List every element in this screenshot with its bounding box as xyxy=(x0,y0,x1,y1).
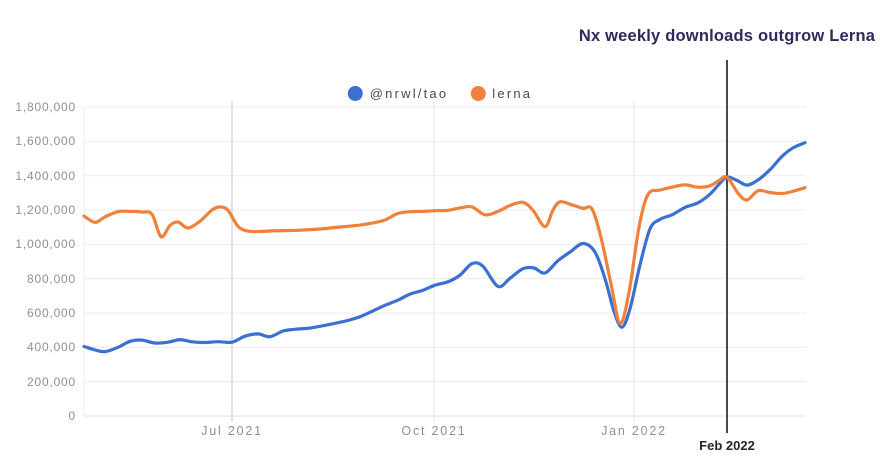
legend-dot-lerna-icon xyxy=(470,86,486,101)
y-axis-tick-label: 600,000 xyxy=(27,306,76,320)
legend-dot-nrwl-tao-icon xyxy=(347,86,363,101)
y-axis-tick-label: 1,600,000 xyxy=(15,134,76,149)
y-axis-tick-label: 1,800,000 xyxy=(15,100,76,114)
y-axis-tick-label: 800,000 xyxy=(27,271,76,286)
feb-2022-annotation-label: Feb 2022 xyxy=(699,438,755,453)
legend-label-lerna: lerna xyxy=(492,86,533,101)
x-axis-tick-label: Oct 2021 xyxy=(401,424,467,438)
legend-item-lerna[interactable]: lerna xyxy=(470,86,532,101)
series-line-nrwl-tao xyxy=(82,141,807,354)
series-line-lerna xyxy=(82,175,807,325)
x-axis-tick-label: Jul 2021 xyxy=(201,424,263,438)
legend-item-nrwl-tao[interactable]: @nrwl/tao xyxy=(347,86,449,101)
y-axis-tick-label: 1,200,000 xyxy=(15,203,76,217)
legend-label-nrwl-tao: @nrwl/tao xyxy=(369,86,449,101)
y-axis-tick-label: 1,000,000 xyxy=(15,237,76,252)
y-axis-tick-label: 0 xyxy=(68,409,76,423)
y-axis-tick-label: 400,000 xyxy=(27,340,76,355)
y-axis-tick-label: 200,000 xyxy=(27,374,76,389)
x-axis-tick-label: Jan 2022 xyxy=(601,424,667,438)
chart-legend: @nrwl/tao lerna xyxy=(347,86,532,101)
y-axis-tick-label: 1,400,000 xyxy=(15,168,76,183)
page-title: Nx weekly downloads outgrow Lerna xyxy=(578,27,876,45)
